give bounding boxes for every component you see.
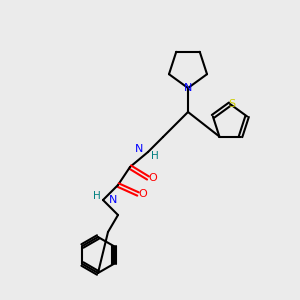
Text: N: N bbox=[184, 83, 192, 93]
Text: O: O bbox=[148, 173, 158, 183]
Text: N: N bbox=[109, 195, 117, 205]
Text: N: N bbox=[135, 144, 143, 154]
Text: H: H bbox=[151, 151, 159, 161]
Text: O: O bbox=[139, 189, 147, 199]
Text: S: S bbox=[228, 99, 236, 109]
Text: H: H bbox=[93, 191, 101, 201]
